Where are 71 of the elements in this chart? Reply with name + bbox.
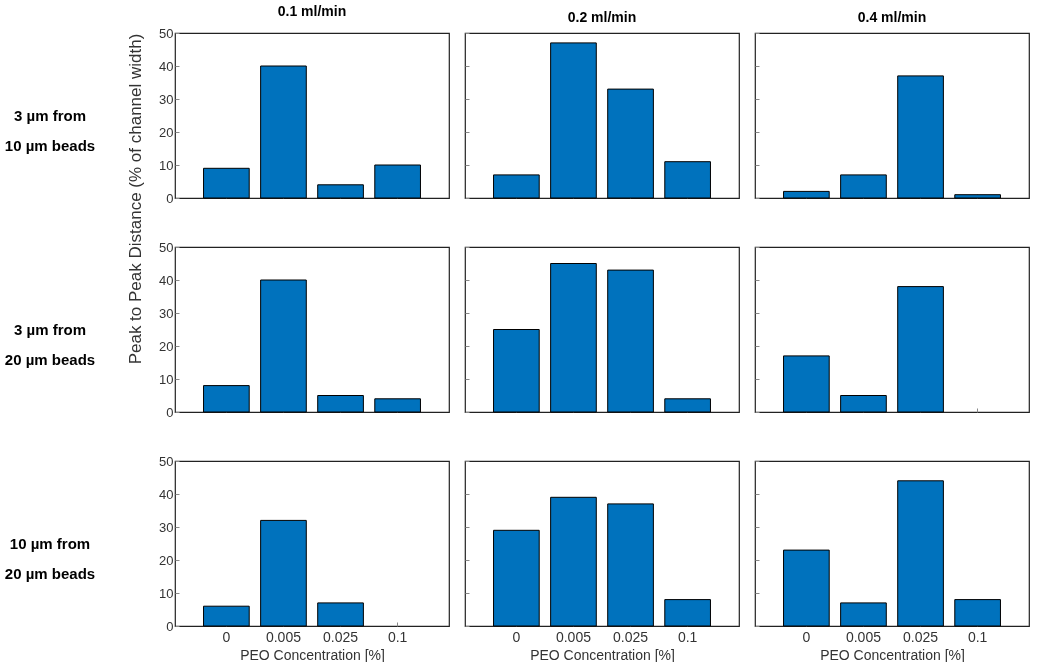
y-tick-label: 40 [159, 486, 174, 502]
x-axis-title: PEO Concentration [%] [530, 646, 675, 662]
y-tick-label: 0 [166, 618, 174, 634]
bar [203, 385, 250, 413]
y-tick-label: 10 [159, 157, 174, 173]
text: 3 µm from 20 µm beads [4, 320, 96, 368]
y-tick-label: 30 [159, 91, 174, 107]
bar [664, 161, 711, 199]
y-axis-title: Peak to Peak Distance (% of channel width) [125, 33, 146, 364]
bar [260, 279, 307, 413]
x-tick-label: 0 [802, 628, 811, 645]
bar [607, 269, 654, 413]
bar [317, 184, 364, 199]
chart-title: 0.2 ml/min [567, 8, 637, 25]
text: 3 µm from 10 µm beads [4, 106, 96, 154]
bar [897, 75, 944, 199]
bar [317, 395, 364, 413]
x-tick-label: 0.1 [967, 628, 988, 645]
bar [203, 605, 250, 627]
y-tick-label: 50 [159, 239, 174, 255]
y-tick-label: 0 [166, 404, 174, 420]
bar [374, 164, 421, 199]
bar [840, 602, 887, 627]
x-tick-label: 0 [222, 628, 231, 645]
y-tick-label: 20 [159, 338, 174, 354]
bar [493, 529, 540, 627]
bar [897, 480, 944, 627]
chart-title: 0.1 ml/min [277, 3, 347, 19]
x-tick-label: 0 [512, 628, 521, 645]
bar [203, 167, 250, 199]
y-tick-label: 10 [159, 371, 174, 387]
bar [840, 174, 887, 199]
bar [317, 602, 364, 627]
x-tick-label: 0.005 [555, 628, 592, 645]
bar [493, 329, 540, 413]
y-tick-label: 50 [159, 453, 174, 469]
bar [783, 190, 830, 199]
chart-title: 0.4 ml/min [857, 8, 927, 25]
bar [550, 263, 597, 413]
x-tick-label: 0.005 [265, 628, 302, 645]
y-tick-label: 30 [159, 305, 174, 321]
y-tick-label: 40 [159, 272, 174, 288]
bar [783, 549, 830, 627]
y-tick-label: 50 [159, 25, 174, 41]
bar [260, 65, 307, 199]
bar [664, 398, 711, 413]
bar [550, 42, 597, 199]
x-tick-label: 0.025 [903, 628, 939, 645]
bar [607, 503, 654, 627]
x-tick-label: 0.1 [677, 628, 698, 645]
bar [260, 519, 307, 627]
bar [607, 88, 654, 199]
y-tick-label: 20 [159, 124, 174, 140]
bar [954, 194, 1001, 199]
x-tick-label: 0.1 [387, 628, 408, 645]
x-axis-title: PEO Concentration [%] [240, 646, 385, 662]
x-axis-title: PEO Concentration [%] [820, 646, 965, 662]
bar [550, 496, 597, 627]
bar [493, 174, 540, 199]
bar [374, 398, 421, 413]
bar [664, 599, 711, 627]
x-tick-label: 0.005 [845, 628, 882, 645]
y-tick-label: 0 [166, 190, 174, 206]
x-tick-label: 0.025 [323, 628, 359, 645]
text: 10 µm from 20 µm beads [4, 534, 96, 582]
y-tick-label: 40 [159, 58, 174, 74]
bar [954, 599, 1001, 627]
x-tick-label: 0.025 [613, 628, 649, 645]
y-tick-label: 30 [159, 519, 174, 535]
y-tick-label: 10 [159, 585, 174, 601]
y-tick-label: 20 [159, 552, 174, 568]
